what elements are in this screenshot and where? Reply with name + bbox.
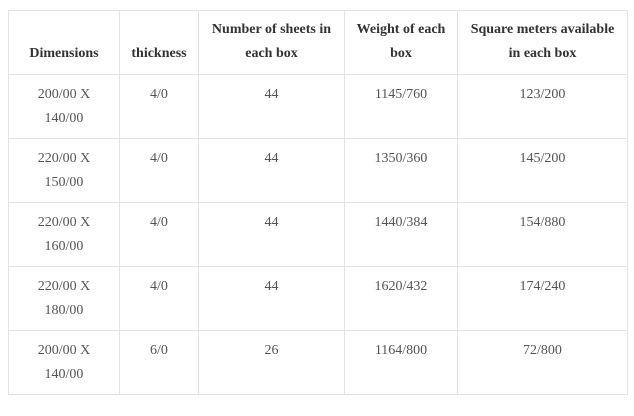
table-cell: 6/0 [119, 330, 199, 395]
table-cell: 44 [198, 266, 345, 331]
table-cell: 1620/432 [344, 266, 458, 331]
table-cell: 220/00 X 160/00 [8, 202, 120, 267]
table-cell: 145/200 [457, 138, 628, 203]
header-cell: Weight of each box [344, 10, 458, 75]
table-cell: 1350/360 [344, 138, 458, 203]
table-cell: 4/0 [119, 202, 199, 267]
header-row: Dimensions thickness Number of sheets in e… [8, 10, 628, 75]
table-cell: 44 [198, 202, 345, 267]
table-cell: 220/00 X 180/00 [8, 266, 120, 331]
table-cell: 200/00 X 140/00 [8, 330, 120, 395]
table-cell: 26 [198, 330, 345, 395]
table-cell: 174/240 [457, 266, 628, 331]
header-cell: Dimensions [8, 10, 120, 75]
table-row: 220/00 X 160/00 4/0 44 1440/384 154/880 [8, 202, 628, 267]
table-row: 220/00 X 180/00 4/0 44 1620/432 174/240 [8, 266, 628, 331]
table-cell: 4/0 [119, 266, 199, 331]
table-cell: 200/00 X 140/00 [8, 74, 120, 139]
data-table: Dimensions thickness Number of sheets in e… [8, 10, 628, 395]
table-cell: 1145/760 [344, 74, 458, 139]
table-cell: 220/00 X 150/00 [8, 138, 120, 203]
table-row: 220/00 X 150/00 4/0 44 1350/360 145/200 [8, 138, 628, 203]
table-cell: 154/880 [457, 202, 628, 267]
table-cell: 44 [198, 74, 345, 139]
header-cell: thickness [119, 10, 199, 75]
table-cell: 4/0 [119, 138, 199, 203]
table-cell: 72/800 [457, 330, 628, 395]
table-cell: 1164/800 [344, 330, 458, 395]
table-header: Dimensions thickness Number of sheets in e… [8, 10, 628, 75]
table-cell: 123/200 [457, 74, 628, 139]
table-row: 200/00 X 140/00 4/0 44 1145/760 123/200 [8, 74, 628, 139]
table-cell: 44 [198, 138, 345, 203]
table-cell: 1440/384 [344, 202, 458, 267]
header-cell: Square meters available in each box [457, 10, 628, 75]
table-body: 200/00 X 140/00 4/0 44 1145/760 123/200 220/0… [8, 74, 628, 395]
header-cell: Number of sheets in each box [198, 10, 345, 75]
table-row: 200/00 X 140/00 6/0 26 1164/800 72/800 [8, 330, 628, 395]
table-cell: 4/0 [119, 74, 199, 139]
